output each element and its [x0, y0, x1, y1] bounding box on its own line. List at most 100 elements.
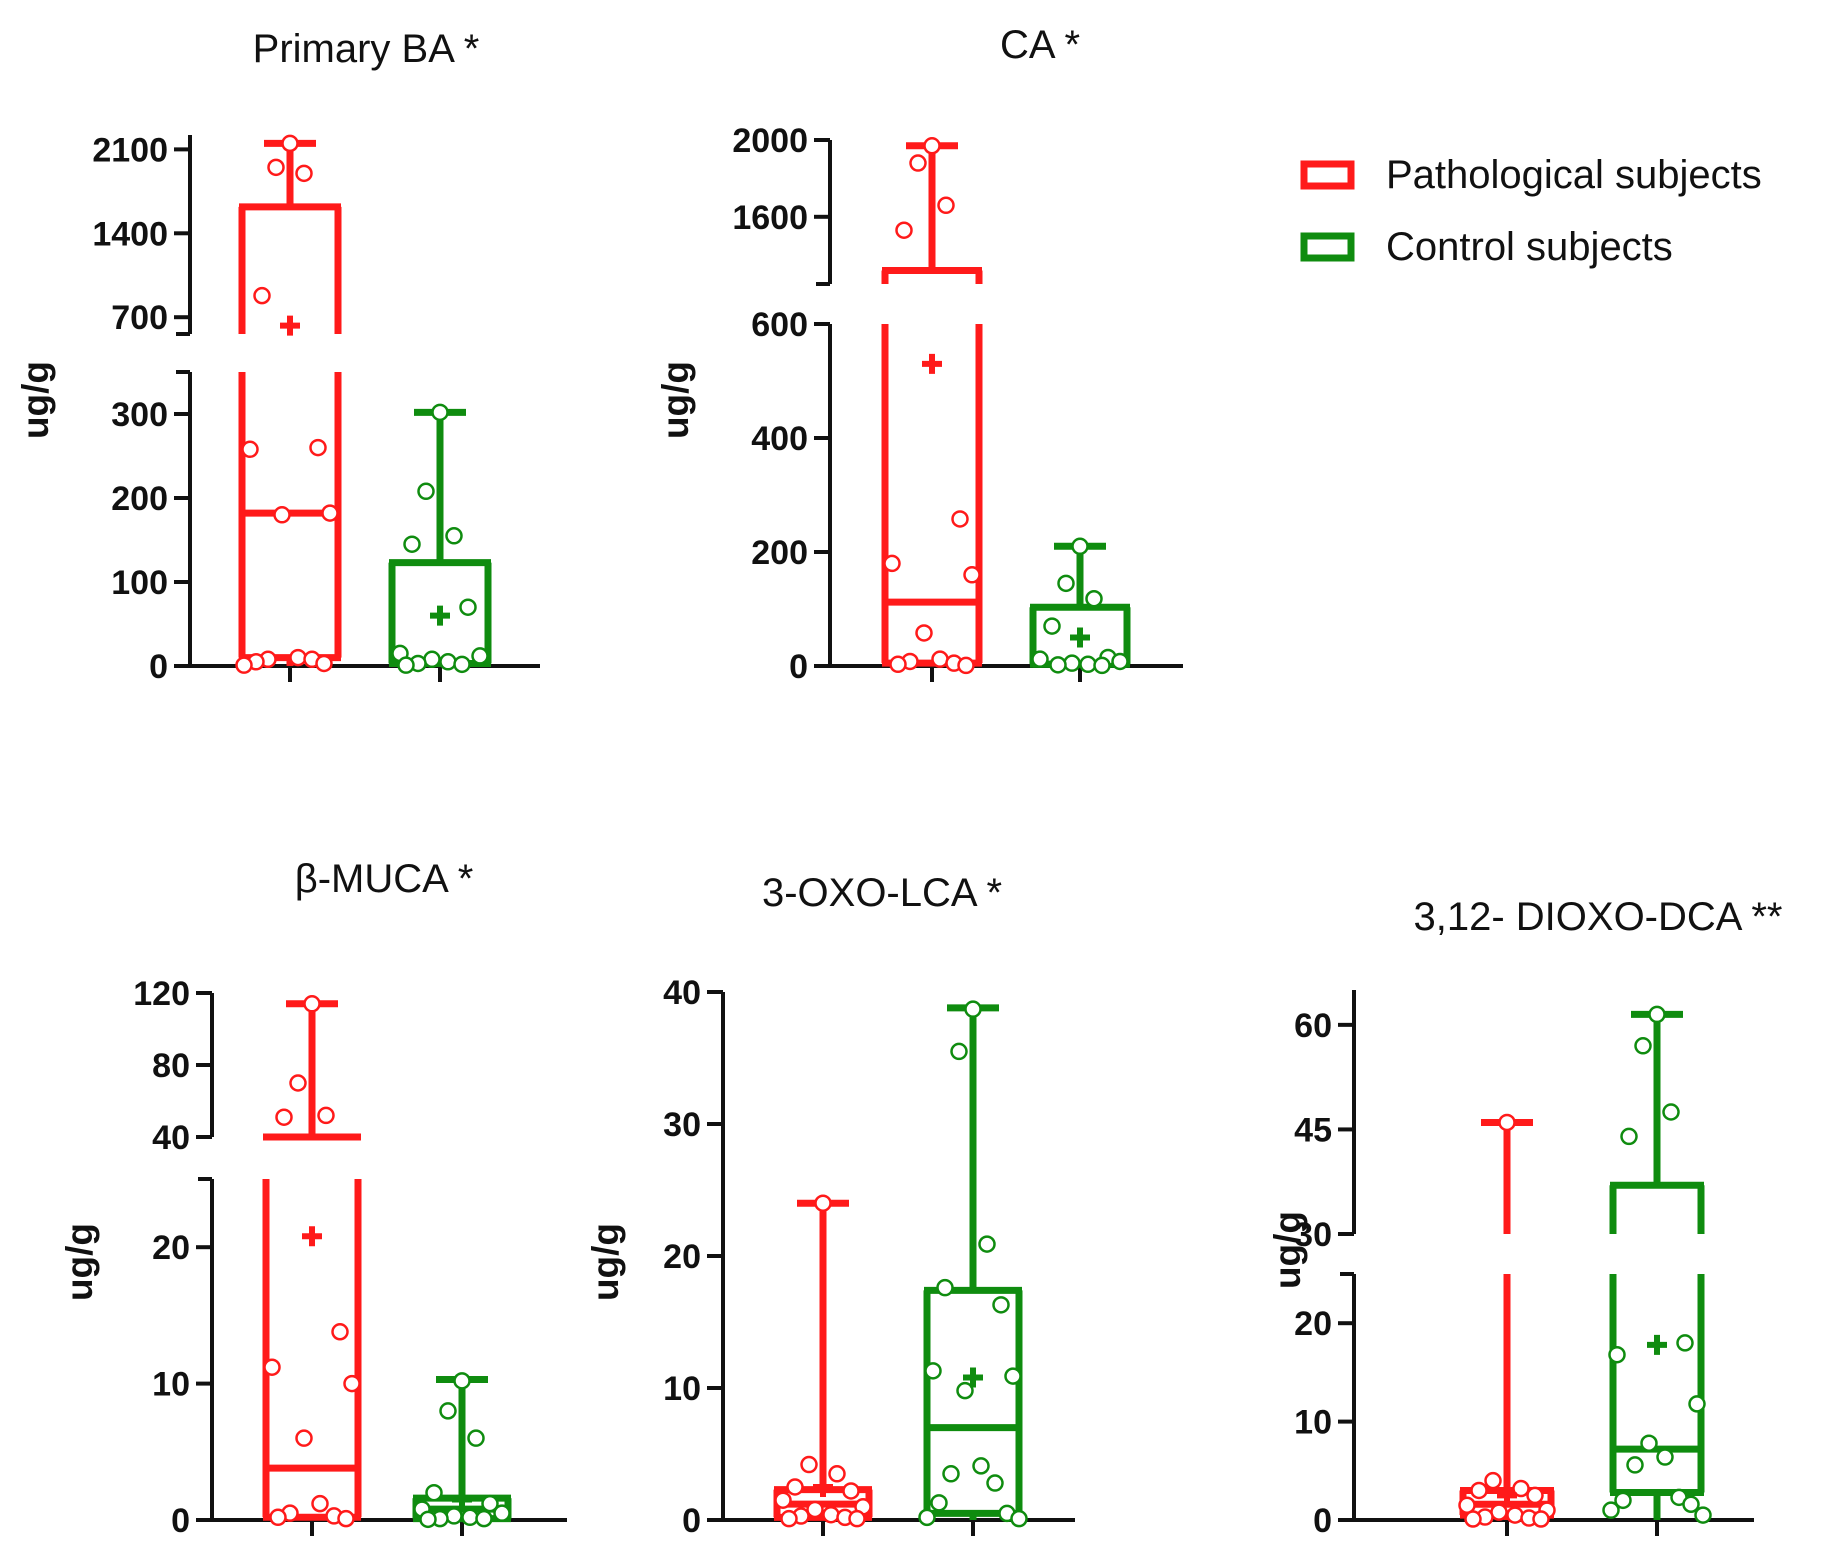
y-tick-label: 20 — [152, 1229, 190, 1267]
data-point — [889, 655, 907, 674]
data-point — [1063, 654, 1081, 672]
data-point — [992, 1296, 1010, 1314]
data-point — [423, 650, 441, 669]
series-control — [1029, 537, 1131, 675]
data-point — [1071, 537, 1089, 556]
data-point — [986, 1474, 1004, 1492]
data-point — [957, 656, 975, 675]
y-tick-label: 2100 — [92, 131, 168, 169]
data-point — [453, 1372, 471, 1390]
data-point — [963, 566, 981, 584]
data-point — [806, 1500, 824, 1519]
data-point — [1057, 574, 1075, 593]
data-point — [1506, 1506, 1524, 1524]
data-point — [1626, 1456, 1644, 1474]
data-point — [1079, 655, 1097, 674]
y-tick-label: 1400 — [92, 215, 168, 253]
data-point — [461, 1508, 479, 1527]
y-tick-label: 400 — [751, 420, 808, 458]
data-point — [397, 656, 415, 674]
y-tick-label: 10 — [152, 1366, 190, 1404]
data-point — [431, 403, 449, 422]
data-point — [1526, 1486, 1544, 1505]
data-point — [1640, 1434, 1658, 1452]
data-point — [1608, 1345, 1626, 1364]
panel-primary-ba: Primary BA * ug/g 0 100 200 300 700 1400 2100 — [15, 27, 540, 686]
data-point — [321, 504, 339, 522]
series-control — [1602, 1005, 1712, 1524]
data-point — [1043, 617, 1061, 635]
panel-title: β-MUCA * — [295, 857, 474, 901]
mean-marker — [302, 1226, 322, 1247]
y-tick-label: 0 — [1313, 1502, 1332, 1540]
y-tick-label: 60 — [1294, 1007, 1332, 1045]
data-point — [800, 1455, 818, 1474]
data-point — [1010, 1509, 1028, 1528]
data-point — [924, 1362, 942, 1380]
data-point — [419, 1510, 437, 1529]
data-point — [1004, 1367, 1022, 1385]
series-pathological — [262, 995, 362, 1528]
mean-marker — [452, 1489, 472, 1510]
data-point — [1031, 650, 1049, 668]
panel-title: Primary BA * — [253, 27, 480, 71]
y-tick-label: 200 — [751, 534, 808, 572]
data-point — [267, 158, 285, 177]
y-tick-label: 0 — [149, 648, 168, 686]
y-tick-label: 600 — [751, 306, 808, 344]
data-point — [1614, 1491, 1632, 1510]
data-point — [303, 995, 321, 1013]
data-point — [1049, 656, 1067, 674]
data-point — [263, 1358, 281, 1376]
data-point — [964, 1000, 982, 1018]
data-point — [481, 1494, 499, 1513]
data-point — [814, 1194, 832, 1212]
y-tick-label: 0 — [682, 1502, 701, 1540]
data-point — [1484, 1471, 1502, 1490]
mean-marker — [813, 1477, 833, 1497]
data-point — [1694, 1506, 1712, 1524]
data-point — [425, 1483, 443, 1502]
mean-marker — [430, 605, 450, 626]
y-tick-label: 40 — [152, 1119, 190, 1157]
data-point — [331, 1323, 349, 1341]
y-tick-label: 30 — [663, 1106, 701, 1144]
data-point — [459, 598, 477, 616]
data-point — [956, 1381, 974, 1400]
data-point — [439, 1402, 457, 1420]
data-point — [942, 1465, 960, 1483]
y-tick-label: 0 — [789, 648, 808, 686]
y-tick-label: 200 — [111, 480, 168, 518]
data-point — [1662, 1103, 1680, 1121]
mean-marker — [1647, 1334, 1667, 1355]
y-tick-label: 80 — [152, 1047, 190, 1085]
series-control — [918, 1000, 1028, 1528]
y-tick-label: 1600 — [732, 199, 808, 237]
y-tick-label: 45 — [1294, 1111, 1332, 1149]
data-point — [848, 1509, 866, 1528]
mean-marker — [922, 353, 942, 374]
legend: Pathological subjects Control subjects — [1300, 153, 1762, 269]
y-axis-label: ug/g — [1267, 1211, 1308, 1289]
mean-marker — [1070, 627, 1090, 648]
data-point — [822, 1505, 840, 1524]
y-axis-label: ug/g — [655, 361, 696, 439]
data-point — [275, 1108, 293, 1126]
y-tick-label: 700 — [111, 299, 168, 337]
data-point — [915, 624, 933, 642]
series-pathological — [1458, 1113, 1556, 1528]
data-point — [471, 647, 489, 665]
data-point — [951, 510, 969, 528]
mean-marker — [280, 315, 300, 336]
data-point — [950, 1042, 968, 1061]
mean-marker — [963, 1367, 983, 1388]
series-pathological — [881, 137, 983, 675]
data-point — [1512, 1479, 1530, 1498]
y-axis-label: ug/g — [15, 361, 56, 439]
data-point — [343, 1374, 361, 1393]
y-tick-label: 30 — [1294, 1216, 1332, 1254]
y-tick-label: 120 — [133, 975, 190, 1013]
y-axis-label: ug/g — [59, 1223, 100, 1301]
mean-marker — [1497, 1485, 1517, 1506]
